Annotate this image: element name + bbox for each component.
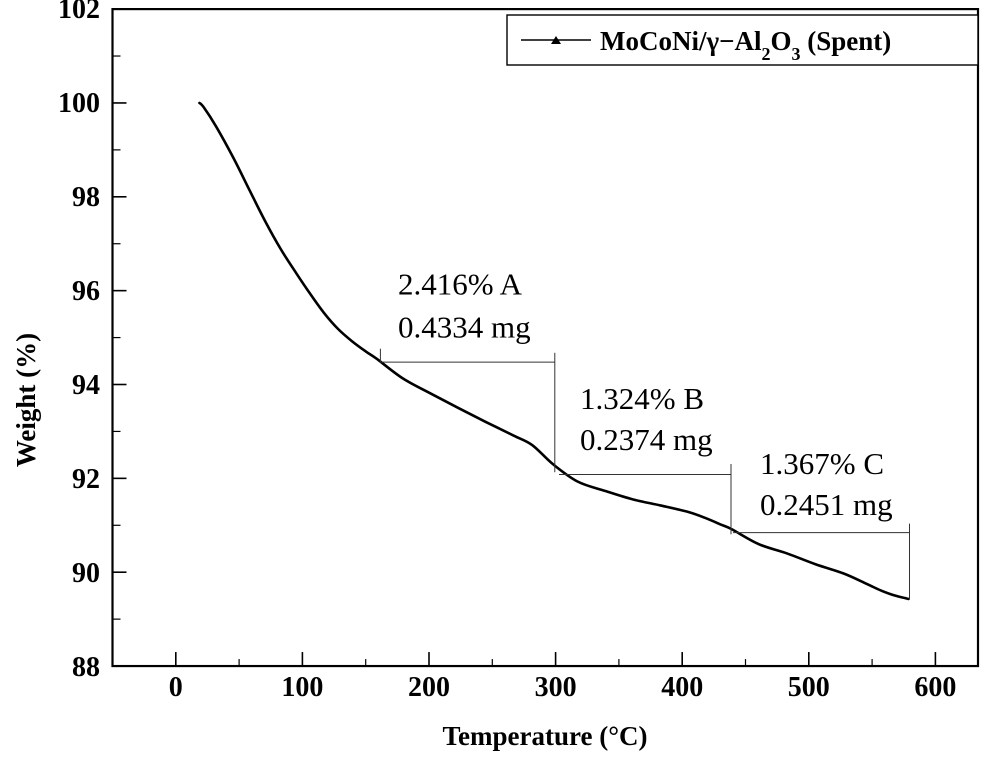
svg-text:94: 94 (72, 370, 100, 401)
svg-text:90: 90 (72, 558, 100, 589)
svg-text:100: 100 (58, 88, 100, 119)
svg-text:92: 92 (72, 464, 100, 495)
svg-text:1.367% C: 1.367% C (760, 446, 884, 481)
svg-text:100: 100 (281, 672, 323, 703)
svg-text:0.4334 mg: 0.4334 mg (398, 309, 531, 344)
svg-text:Weight (%): Weight (%) (11, 333, 41, 467)
svg-text:98: 98 (72, 182, 100, 213)
svg-text:2.416% A: 2.416% A (398, 267, 523, 302)
svg-text:88: 88 (72, 652, 100, 683)
svg-text:0.2451 mg: 0.2451 mg (760, 487, 893, 522)
svg-text:600: 600 (914, 672, 956, 703)
svg-text:102: 102 (58, 0, 100, 25)
svg-text:0: 0 (169, 672, 183, 703)
svg-text:Temperature (°C): Temperature (°C) (442, 721, 647, 751)
svg-text:300: 300 (535, 672, 577, 703)
svg-text:500: 500 (788, 672, 830, 703)
svg-text:200: 200 (408, 672, 450, 703)
svg-text:0.2374 mg: 0.2374 mg (580, 422, 713, 457)
svg-text:96: 96 (72, 276, 100, 307)
svg-text:1.324% B: 1.324% B (580, 381, 704, 416)
svg-text:400: 400 (661, 672, 703, 703)
